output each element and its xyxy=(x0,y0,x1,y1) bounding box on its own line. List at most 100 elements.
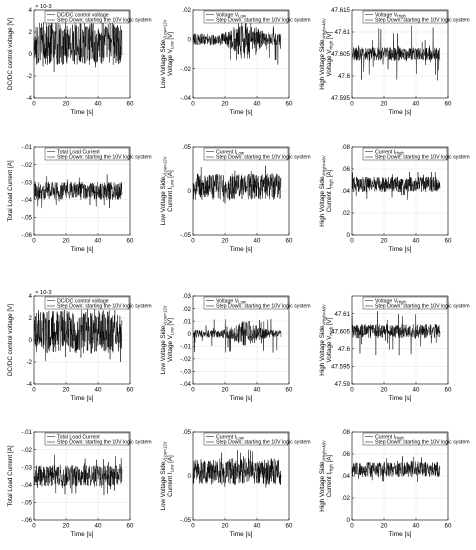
y-tick-label: 47.605 xyxy=(331,51,350,58)
y-tick-label: .04 xyxy=(341,188,350,195)
x-tick-label: 60 xyxy=(445,387,452,394)
series-line xyxy=(192,449,282,488)
legend-box xyxy=(203,147,289,161)
y-tick-label: 4 xyxy=(29,293,33,300)
axes-box xyxy=(33,431,131,521)
y-tick-label: 47.59 xyxy=(335,381,351,388)
axes-box xyxy=(192,295,290,385)
legend-entry-2: Step Down: starting the 10V logic system xyxy=(57,18,152,24)
y-tick-label: 0 xyxy=(347,232,351,239)
y-tick-label: 0 xyxy=(29,51,33,58)
y-tick-label: -.06 xyxy=(21,517,32,524)
x-tick-label: 40 xyxy=(95,523,102,530)
legend-entry-1: Total Load Current xyxy=(57,149,100,155)
legend-entry-1: DC/DC control voltage xyxy=(57,298,109,304)
series-line xyxy=(351,456,441,483)
y-tick-label: 47.595 xyxy=(331,95,350,102)
x-tick-label: 20 xyxy=(222,523,229,530)
y-tick-label: 0 xyxy=(347,517,351,524)
x-axis-label: Time [s] xyxy=(71,395,94,402)
x-tick-label: 40 xyxy=(95,101,102,108)
y-tick-label: -.06 xyxy=(21,232,32,239)
x-tick-label: 60 xyxy=(286,101,293,108)
legend-box xyxy=(362,432,448,446)
chart-panel-2: 0 20 40 60 -.04 -.02 0 .02 Time [s] Low Voltage S… xyxy=(160,7,311,116)
y-axis-label-line1: Low Voltage SideVLow=12V xyxy=(160,441,168,510)
x-tick-label: 40 xyxy=(254,387,261,394)
y-tick-label: .02 xyxy=(182,306,191,313)
chart-panel-8: 0 20 40 60 -.04 -.03 -.02 -.01 0 .01 .02 .03 Time [s… xyxy=(160,293,311,402)
chart-panel-7: 0 20 40 60 -4 -2 0 2 4× 10-3 Time [s] DC/DC contro… xyxy=(7,290,152,402)
y-tick-label: .02 xyxy=(341,210,350,217)
axes-box xyxy=(351,295,449,385)
x-tick-label: 20 xyxy=(63,238,70,245)
chart-panel-6: 0 20 40 60 0 .02 .04 .06 .08 Time [s] High Voltage… xyxy=(319,144,470,253)
x-axis-label: Time [s] xyxy=(389,246,412,253)
x-tick-label: 20 xyxy=(381,238,388,245)
x-tick-label: 40 xyxy=(95,387,102,394)
series-line xyxy=(192,20,282,65)
x-tick-label: 0 xyxy=(191,523,195,530)
legend-entry-2: Step Down: starting the 10V logic system xyxy=(216,304,311,310)
y-tick-label: .08 xyxy=(341,429,350,436)
legend-box xyxy=(44,296,130,310)
y-tick-label: 4 xyxy=(29,7,33,14)
legend-box xyxy=(203,296,289,310)
y-tick-label: .08 xyxy=(341,144,350,151)
axis-exponent: × 10-3 xyxy=(35,290,52,296)
y-tick-label: -.02 xyxy=(21,162,32,169)
chart-panel-9: 0 20 40 60 47.59 47.595 47.6 47.605 47.61 Time [s… xyxy=(319,295,470,402)
x-tick-label: 40 xyxy=(413,101,420,108)
x-tick-label: 20 xyxy=(63,101,70,108)
y-tick-label: 47.61 xyxy=(335,29,351,36)
y-tick-label: -.05 xyxy=(180,232,191,239)
legend-entry-1: Voltage VLow xyxy=(216,12,247,18)
legend-box xyxy=(362,147,448,161)
chart-panel-1: 0 20 40 60 -4 -2 0 2 4× 10-3 Time [s] DC/DC contro… xyxy=(7,4,152,116)
legend-entry-2: Step Down: starting the 10V logic system xyxy=(57,440,152,446)
y-axis-label: DC/DC control voltage [V] xyxy=(7,304,14,376)
x-tick-label: 0 xyxy=(350,238,354,245)
x-axis-label: Time [s] xyxy=(230,395,253,402)
y-tick-label: -.04 xyxy=(21,197,32,204)
y-axis-label-line1: High Voltage SideVHigh=48V xyxy=(319,18,327,90)
legend-box xyxy=(44,147,130,161)
y-axis-label-line1: Low Voltage SideVLow=12V xyxy=(160,19,168,88)
x-tick-label: 40 xyxy=(254,101,261,108)
y-tick-label: 2 xyxy=(29,315,33,322)
x-tick-label: 20 xyxy=(63,387,70,394)
y-tick-label: -.03 xyxy=(21,179,32,186)
y-tick-label: -.04 xyxy=(21,482,32,489)
legend-entry-1: Current ILow xyxy=(216,149,245,155)
x-tick-label: 40 xyxy=(413,387,420,394)
y-axis-label-line2: Voltage VLow [V] xyxy=(167,318,175,362)
y-tick-label: 0 xyxy=(188,37,192,44)
y-axis-label-line1: Low Voltage SideVLow=12V xyxy=(160,156,168,225)
x-tick-label: 60 xyxy=(127,523,134,530)
series-line xyxy=(351,171,441,200)
legend-entry-1: Current ILow xyxy=(216,434,245,440)
x-tick-label: 20 xyxy=(381,101,388,108)
x-tick-label: 60 xyxy=(286,523,293,530)
y-tick-label: -4 xyxy=(26,381,32,388)
y-tick-label: .06 xyxy=(341,451,350,458)
y-tick-label: -.02 xyxy=(180,356,191,363)
legend-entry-2: Step Down: starting the 10V logic system xyxy=(57,304,152,310)
x-tick-label: 0 xyxy=(350,101,354,108)
x-axis-label: Time [s] xyxy=(230,109,253,116)
x-axis-label: Time [s] xyxy=(389,531,412,538)
legend-entry-2: Step Down: starting the 10V logic system xyxy=(375,440,470,446)
x-tick-label: 20 xyxy=(222,101,229,108)
y-axis-label-line1: High Voltage SideVHigh=48V xyxy=(319,155,327,227)
y-axis-label-line2: Current IHigh [A] xyxy=(326,454,334,497)
x-axis-label: Time [s] xyxy=(71,246,94,253)
y-tick-label: -4 xyxy=(26,95,32,102)
y-tick-label: .05 xyxy=(182,429,191,436)
x-tick-label: 60 xyxy=(127,101,134,108)
x-axis-label: Time [s] xyxy=(230,246,253,253)
x-axis-label: Time [s] xyxy=(389,395,412,402)
y-tick-label: -.03 xyxy=(21,464,32,471)
x-axis-label: Time [s] xyxy=(71,109,94,116)
y-axis-label-line1: High Voltage SideVHigh=48V xyxy=(319,304,327,376)
